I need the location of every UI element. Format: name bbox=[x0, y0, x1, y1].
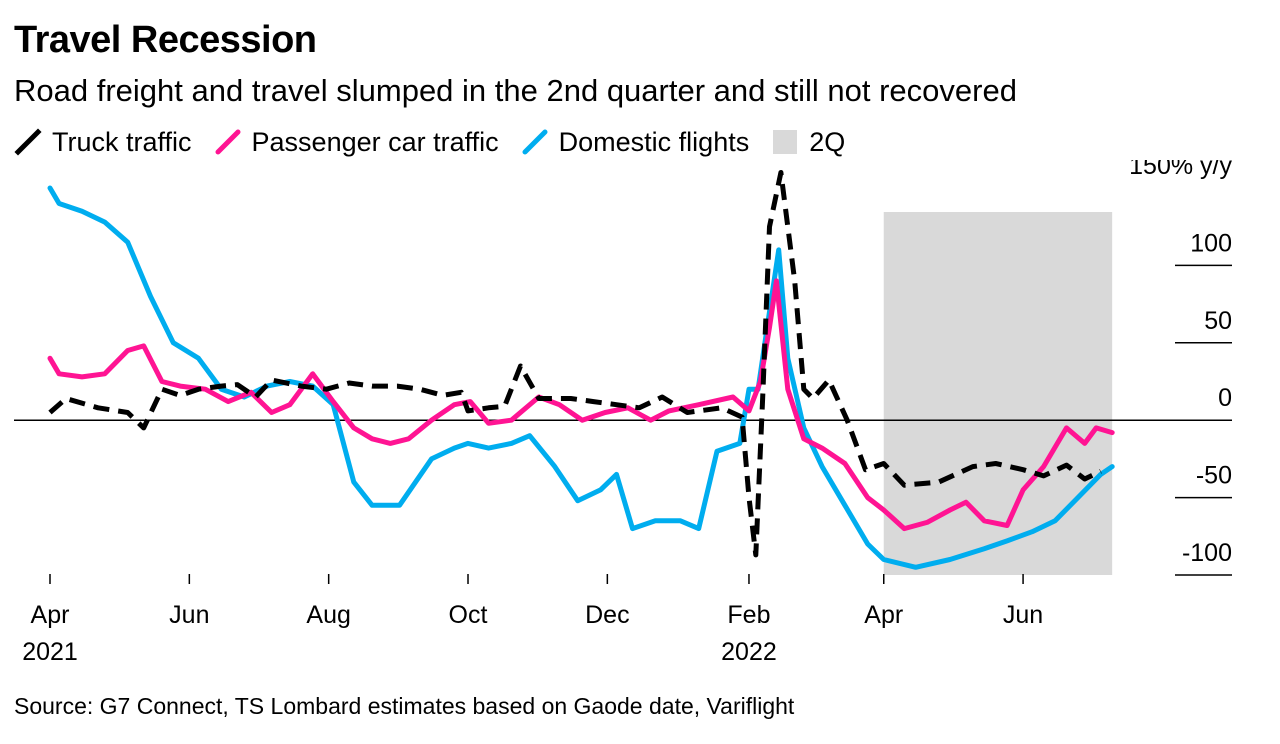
x-tick-label: Apr bbox=[864, 601, 903, 629]
legend: Truck traffic Passenger car traffic Dome… bbox=[14, 122, 867, 162]
x-tick-label: Feb bbox=[727, 601, 770, 629]
legend-swatch-truck-icon bbox=[14, 128, 42, 156]
legend-label-2q: 2Q bbox=[809, 126, 846, 157]
x-tick-label: Oct bbox=[449, 601, 488, 629]
legend-swatch-2q-icon bbox=[773, 130, 798, 154]
source-note: Source: G7 Connect, TS Lombard estimates… bbox=[14, 693, 795, 719]
chart-title: Travel Recession bbox=[14, 19, 317, 61]
y-tick-label: 50 bbox=[1204, 307, 1232, 335]
legend-swatch-flights-icon bbox=[522, 129, 548, 155]
y-tick-label: -50 bbox=[1196, 462, 1232, 490]
line-chart: Apr 2021 Jun Aug Oct Dec Feb 2022 Apr Jun 150% y/… bbox=[14, 160, 1232, 666]
x-tick-year: 2021 bbox=[22, 638, 78, 666]
y-tick-label: 150% y/y bbox=[1129, 160, 1232, 180]
chart-subtitle: Road freight and travel slumped in the 2… bbox=[14, 73, 1017, 108]
legend-label-truck: Truck traffic bbox=[52, 126, 192, 157]
x-tick-year: 2022 bbox=[721, 638, 777, 666]
legend-label-flights: Domestic flights bbox=[558, 126, 750, 157]
x-tick-label: Jun bbox=[169, 601, 209, 629]
x-tick-label: Dec bbox=[585, 601, 629, 629]
series-line-flights bbox=[47, 185, 1115, 570]
y-tick-label: -100 bbox=[1182, 539, 1232, 567]
y-tick-label: 0 bbox=[1218, 384, 1232, 412]
legend-item-flights: Domestic flights bbox=[521, 126, 750, 158]
legend-label-passenger: Passenger car traffic bbox=[251, 126, 499, 157]
x-tick-label: Apr bbox=[31, 601, 70, 629]
legend-swatch-passenger-icon bbox=[215, 129, 241, 155]
legend-item-passenger: Passenger car traffic bbox=[214, 127, 499, 158]
series-line-truck bbox=[48, 170, 1102, 558]
x-tick-label: Jun bbox=[1003, 601, 1043, 629]
legend-item-truck: Truck traffic bbox=[14, 127, 192, 158]
legend-item-2q: 2Q bbox=[771, 127, 845, 158]
x-tick-label: Aug bbox=[306, 601, 350, 629]
shaded-region-2q bbox=[883, 212, 1113, 575]
y-tick-label: 100 bbox=[1190, 229, 1232, 257]
series-line-passenger bbox=[47, 278, 1115, 532]
